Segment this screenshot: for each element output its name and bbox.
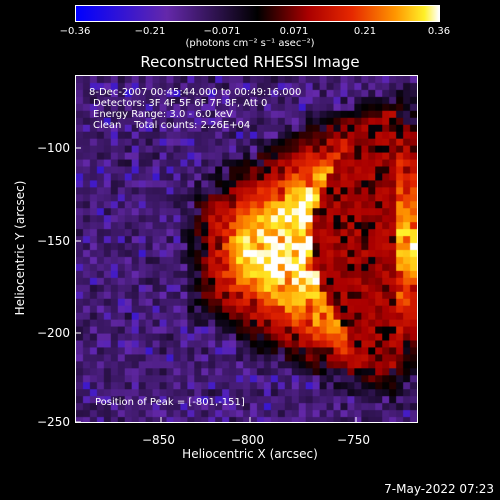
annotation-energy-range: Energy Range: 3.0 - 6.0 keV — [93, 109, 233, 120]
heatmap-image — [76, 76, 417, 422]
colorbar-units: (photons cm⁻² s⁻¹ asec⁻²) — [185, 38, 315, 49]
colorbar-tick-label: −0.21 — [134, 26, 166, 37]
timestamp: 7-May-2022 07:23 — [384, 482, 494, 496]
y-tick-label: −150 — [37, 234, 70, 248]
y-tick-label: −100 — [37, 141, 70, 155]
x-axis-label: Heliocentric X (arcsec) — [182, 447, 318, 461]
y-axis-label: Heliocentric Y (arcsec) — [13, 180, 27, 316]
chart-title: Reconstructed RHESSI Image — [140, 53, 360, 71]
x-tick-label: −750 — [337, 433, 370, 447]
colorbar-tick-label: 0.21 — [353, 26, 377, 37]
annotation-time-range: 8-Dec-2007 00:45:44.000 to 00:49:16.000 — [89, 87, 302, 98]
annotation-total-counts: Clean Total counts: 2.26E+04 — [93, 120, 251, 131]
y-tick-label: −200 — [37, 326, 70, 340]
x-tick-label: −800 — [231, 433, 264, 447]
annotation-detectors: Detectors: 3F 4F 5F 6F 7F 8F, Att 0 — [93, 98, 268, 109]
colorbar-tick-label: −0.071 — [203, 26, 241, 37]
colorbar-tick-label: 0.071 — [279, 26, 309, 37]
colorbar-tick-label: 0.36 — [427, 26, 451, 37]
y-tick-label: −250 — [37, 415, 70, 429]
x-tick-label: −850 — [142, 433, 175, 447]
colorbar — [75, 5, 440, 22]
plot-area: 8-Dec-2007 00:45:44.000 to 00:49:16.000 … — [75, 75, 418, 423]
annotation-peak-position: Position of Peak = [-801,-151] — [95, 397, 245, 408]
colorbar-tick-label: −0.36 — [59, 26, 91, 37]
